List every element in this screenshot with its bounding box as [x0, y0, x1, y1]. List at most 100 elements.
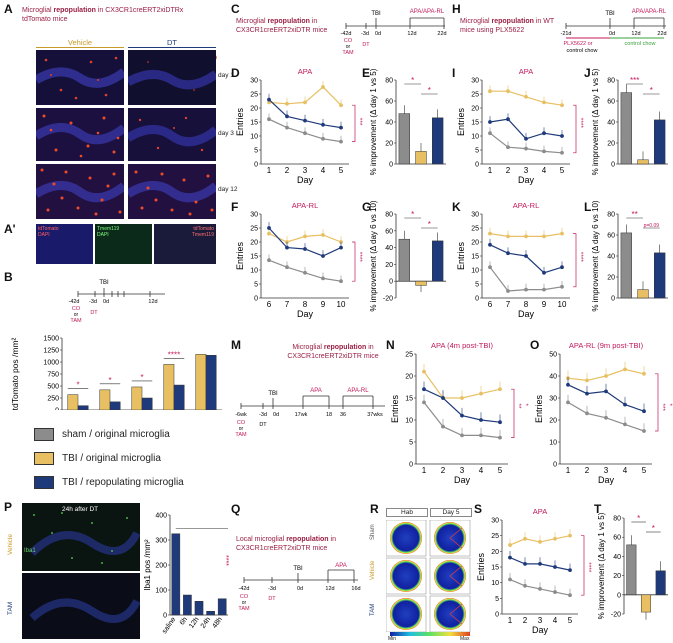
bar — [432, 117, 444, 165]
chart-g: -20 0 20 40 60 80 % improvement (Δ day 6 vs 10… — [369, 200, 446, 312]
y-tick-label: 30 — [491, 518, 499, 525]
x-tick-label: 5 — [642, 466, 647, 475]
x-tick-label: 3 — [604, 466, 609, 475]
panel-m-timeline: TBI APA APA-RL -6wk -3d 0d 17wk 18 36 37… — [235, 388, 385, 438]
bar — [141, 397, 153, 410]
q-dt: DT — [268, 596, 276, 602]
y-tick-label: 30 — [471, 212, 479, 219]
bar — [637, 159, 649, 165]
x-tick-label: 5 — [560, 166, 565, 175]
bar — [131, 386, 143, 410]
data-point — [488, 120, 492, 124]
chart-l: 0 20 40 60 80 % improvement (Δ day 6 vs 10) **… — [591, 200, 668, 312]
data-point — [488, 242, 492, 247]
legend-label-repop: TBI / repopulating microglia — [62, 477, 184, 488]
x-axis-label: Day — [297, 309, 314, 319]
y-tick-label: 20 — [613, 573, 621, 580]
y-tick-label: 0 — [475, 162, 479, 169]
y-axis-label: Entries — [456, 107, 466, 136]
y-tick-label: 60 — [613, 535, 621, 542]
sig-label: p=0.09 — [644, 223, 660, 229]
y-tick-label: 15 — [250, 254, 258, 261]
y-tick-label: 20 — [471, 106, 479, 113]
y-tick-label: 25 — [250, 226, 258, 233]
panel-a-label: A — [4, 2, 13, 16]
data-point — [267, 258, 271, 263]
y-tick-label: 40 — [385, 120, 393, 127]
panel-r-label: R — [370, 502, 379, 516]
data-point — [285, 125, 289, 130]
m-t3: 17wk — [295, 412, 308, 418]
panel-aprime-label: A' — [4, 222, 16, 236]
y-axis-label: % improvement (Δ day 1 vs 5) — [369, 68, 378, 175]
bar — [194, 601, 204, 616]
y-tick-label: 300 — [155, 538, 167, 545]
series-line — [489, 244, 563, 274]
x-tick-label: 9 — [321, 300, 326, 309]
m-tam: TAM — [235, 432, 247, 438]
data-point — [538, 561, 542, 566]
panel-j-label: J — [584, 66, 591, 80]
micrograph-dt-day12 — [128, 164, 216, 219]
data-point — [422, 369, 426, 374]
m-t2: 0d — [273, 412, 279, 418]
sig-label: * — [411, 210, 414, 219]
data-point — [441, 396, 445, 400]
title-pre: Microglial — [22, 7, 54, 14]
sig-label: ** — [632, 210, 638, 219]
q-t3: 12d — [325, 586, 334, 592]
y-tick-label: 25 — [471, 226, 479, 233]
x-axis-label: Day — [297, 175, 314, 185]
data-point — [542, 234, 546, 239]
sig-label: * — [650, 86, 653, 95]
sig-label: * — [522, 404, 529, 407]
y-tick-label: 100 — [155, 588, 167, 595]
b-dt: DT — [90, 310, 98, 316]
y-tick-label: 0 — [611, 162, 615, 169]
q-co: CO — [240, 594, 249, 600]
c-co: CO — [344, 38, 353, 44]
m-t1: -3d — [259, 412, 267, 418]
data-point — [303, 131, 307, 136]
data-point — [321, 233, 325, 237]
aprime-tile-2: Tmem119 DAPI — [95, 224, 152, 264]
data-point — [623, 367, 627, 372]
m-t5: 36 — [340, 412, 346, 418]
bar — [99, 389, 111, 410]
b-t2: 0d — [103, 299, 109, 305]
x-tick-label: 4 — [553, 616, 558, 625]
x-tick-label: 4 — [479, 466, 484, 475]
b-t0: -42d — [68, 299, 79, 305]
x-tick-label: 10 — [337, 300, 346, 309]
data-point — [508, 577, 512, 582]
data-point — [623, 402, 627, 407]
m-co: CO — [237, 420, 246, 426]
q-tam: TAM — [238, 606, 250, 612]
data-point — [524, 234, 528, 239]
h-control2: control chow — [567, 48, 598, 54]
y-tick-label: 80 — [613, 516, 621, 523]
bar — [67, 394, 79, 410]
y-tick-label: 10 — [549, 440, 557, 447]
data-point — [303, 234, 307, 239]
h-title-bold: repopulation — [491, 18, 534, 25]
legend-swatch-repop — [34, 476, 54, 489]
chart-title: APA-RL (9m post-TBI) — [569, 341, 644, 350]
sig-label: *** — [356, 118, 363, 126]
data-point — [542, 100, 546, 105]
y-tick-label: 0 — [475, 296, 479, 303]
y-tick-label: 20 — [549, 418, 557, 425]
h-test: APA/APA-RL — [632, 9, 667, 15]
y-axis-label: % improvement (Δ day 6 vs 10) — [591, 200, 600, 312]
y-tick-label: 10 — [250, 134, 258, 141]
q-title2: CX3CR1creERT2xiDTR mice — [236, 544, 328, 552]
y-tick-label: 400 — [155, 513, 167, 520]
h-control: control chow — [625, 41, 656, 47]
h-title-pre: Microglial — [460, 18, 492, 25]
y-tick-label: 10 — [491, 580, 499, 587]
sig-bracket — [581, 535, 585, 596]
data-point — [285, 245, 289, 250]
chart-title: APA-RL — [513, 201, 540, 210]
